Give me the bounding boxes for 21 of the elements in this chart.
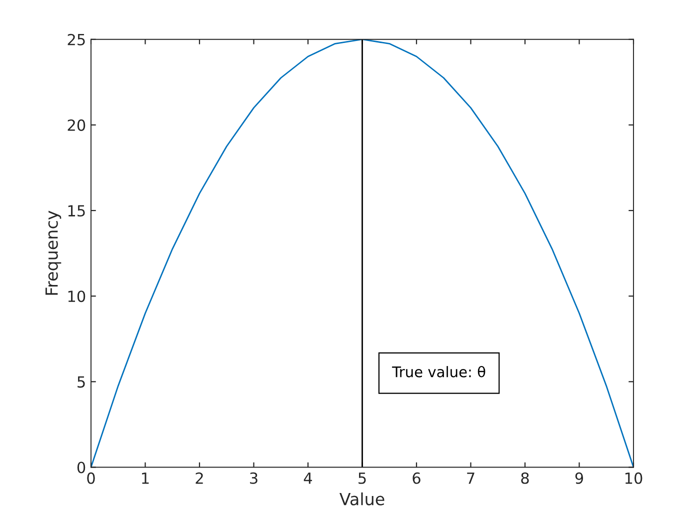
ref-line-label: True value: θ [392, 366, 486, 378]
x-tick-label: 6 [412, 472, 420, 484]
y-tick-label: 5 [78, 376, 85, 388]
y-tick-label: 20 [68, 119, 86, 131]
x-tick-label: 9 [575, 472, 584, 484]
y-axis-title: Frequency [46, 210, 62, 295]
x-tick-label: 2 [196, 472, 203, 484]
x-tick-label: 0 [87, 472, 95, 484]
x-tick-label: 3 [250, 472, 258, 484]
x-tick-label: 5 [358, 472, 366, 484]
y-tick-label: 0 [77, 462, 86, 474]
x-tick-label: 8 [521, 472, 529, 484]
y-tick-label: 15 [68, 205, 85, 217]
x-tick-label: 10 [625, 472, 642, 484]
x-tick-label: 7 [467, 472, 474, 484]
x-tick-label: 4 [304, 472, 312, 484]
x-axis-title: Value [339, 492, 384, 506]
y-tick-label: 10 [68, 290, 86, 302]
line-series [91, 39, 634, 468]
y-tick-label: 25 [68, 34, 85, 46]
x-tick-label: 1 [142, 472, 149, 484]
